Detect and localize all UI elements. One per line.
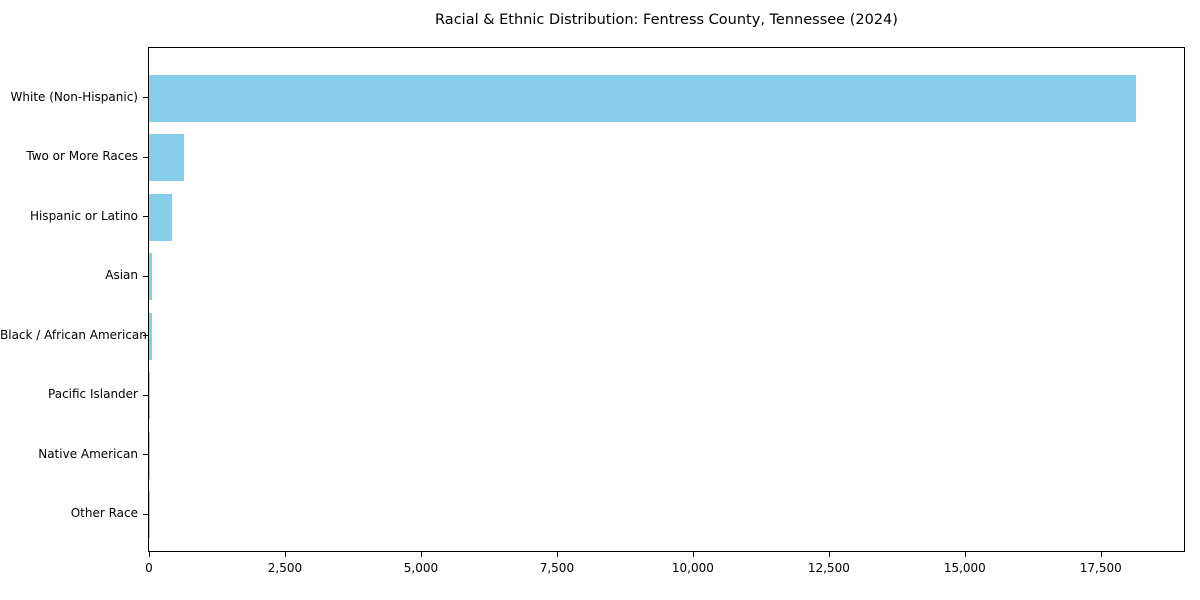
x-tick-label-12-500: 12,500 (807, 561, 850, 575)
y-tick-label-white-non-hispanic: White (Non-Hispanic) (10, 89, 138, 104)
bar-pacific-islander (149, 372, 150, 419)
y-tick-mark (143, 394, 148, 396)
x-tick-mark (692, 552, 694, 557)
y-tick-mark (143, 513, 148, 515)
bar-native-american (149, 431, 150, 479)
y-tick-label-asian: Asian (105, 268, 138, 282)
y-tick-label-hispanic-or-latino: Hispanic or Latino (29, 208, 138, 223)
y-tick-label-pacific-islander: Pacific Islander (48, 387, 138, 401)
x-tick-mark (1100, 552, 1102, 557)
x-tick-label-10-000: 10,000 (671, 561, 714, 575)
chart-title: Racial & Ethnic Distribution: Fentress C… (435, 12, 898, 28)
y-tick-mark (143, 454, 148, 455)
bar-white-non-hispanic (149, 74, 1137, 122)
x-tick-mark (964, 552, 966, 557)
y-tick-mark (143, 156, 148, 158)
x-tick-label-17-500: 17,500 (1079, 561, 1122, 575)
x-tick-label-5-000: 5,000 (403, 561, 439, 575)
x-tick-mark (556, 552, 558, 557)
y-tick-mark (143, 275, 148, 277)
x-tick-mark (284, 552, 286, 557)
x-tick-mark (149, 552, 150, 557)
bar-asian (149, 253, 153, 300)
bar-hispanic-or-latino (149, 193, 173, 241)
bar-black-african-american (149, 312, 152, 360)
x-tick-label-15-000: 15,000 (943, 561, 986, 575)
y-tick-mark (143, 216, 148, 217)
plot-area (148, 47, 1185, 552)
y-tick-label-native-american: Native American (38, 446, 138, 461)
bar-two-or-more-races (149, 134, 184, 181)
x-tick-label-0: 0 (145, 561, 153, 575)
y-tick-mark (143, 335, 148, 336)
y-tick-label-two-or-more-races: Two or More Races (26, 149, 138, 163)
y-tick-label-black-african-american: Black / African American (0, 327, 147, 342)
y-tick-label-other-race: Other Race (70, 506, 138, 520)
x-tick-label-7-500: 7,500 (539, 561, 575, 575)
y-tick-mark (143, 97, 148, 98)
x-tick-mark (828, 552, 830, 557)
x-tick-label-2-500: 2,500 (267, 561, 303, 575)
x-tick-mark (420, 552, 422, 557)
